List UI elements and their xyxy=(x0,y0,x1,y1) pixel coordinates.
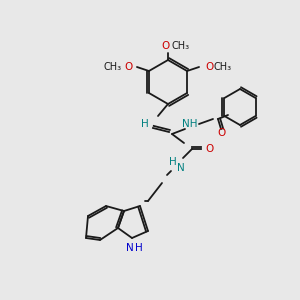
Text: H: H xyxy=(169,157,177,167)
Text: CH₃: CH₃ xyxy=(214,62,232,72)
Text: O: O xyxy=(205,144,213,154)
Text: O: O xyxy=(217,128,225,138)
Text: NH: NH xyxy=(182,119,198,129)
Text: CH₃: CH₃ xyxy=(172,41,190,51)
Text: O: O xyxy=(205,62,213,72)
Text: H: H xyxy=(135,243,143,253)
Text: N: N xyxy=(177,163,185,173)
Text: N: N xyxy=(126,243,134,253)
Text: CH₃: CH₃ xyxy=(104,62,122,72)
Text: O: O xyxy=(162,41,170,51)
Text: H: H xyxy=(141,119,149,129)
Text: O: O xyxy=(125,62,133,72)
